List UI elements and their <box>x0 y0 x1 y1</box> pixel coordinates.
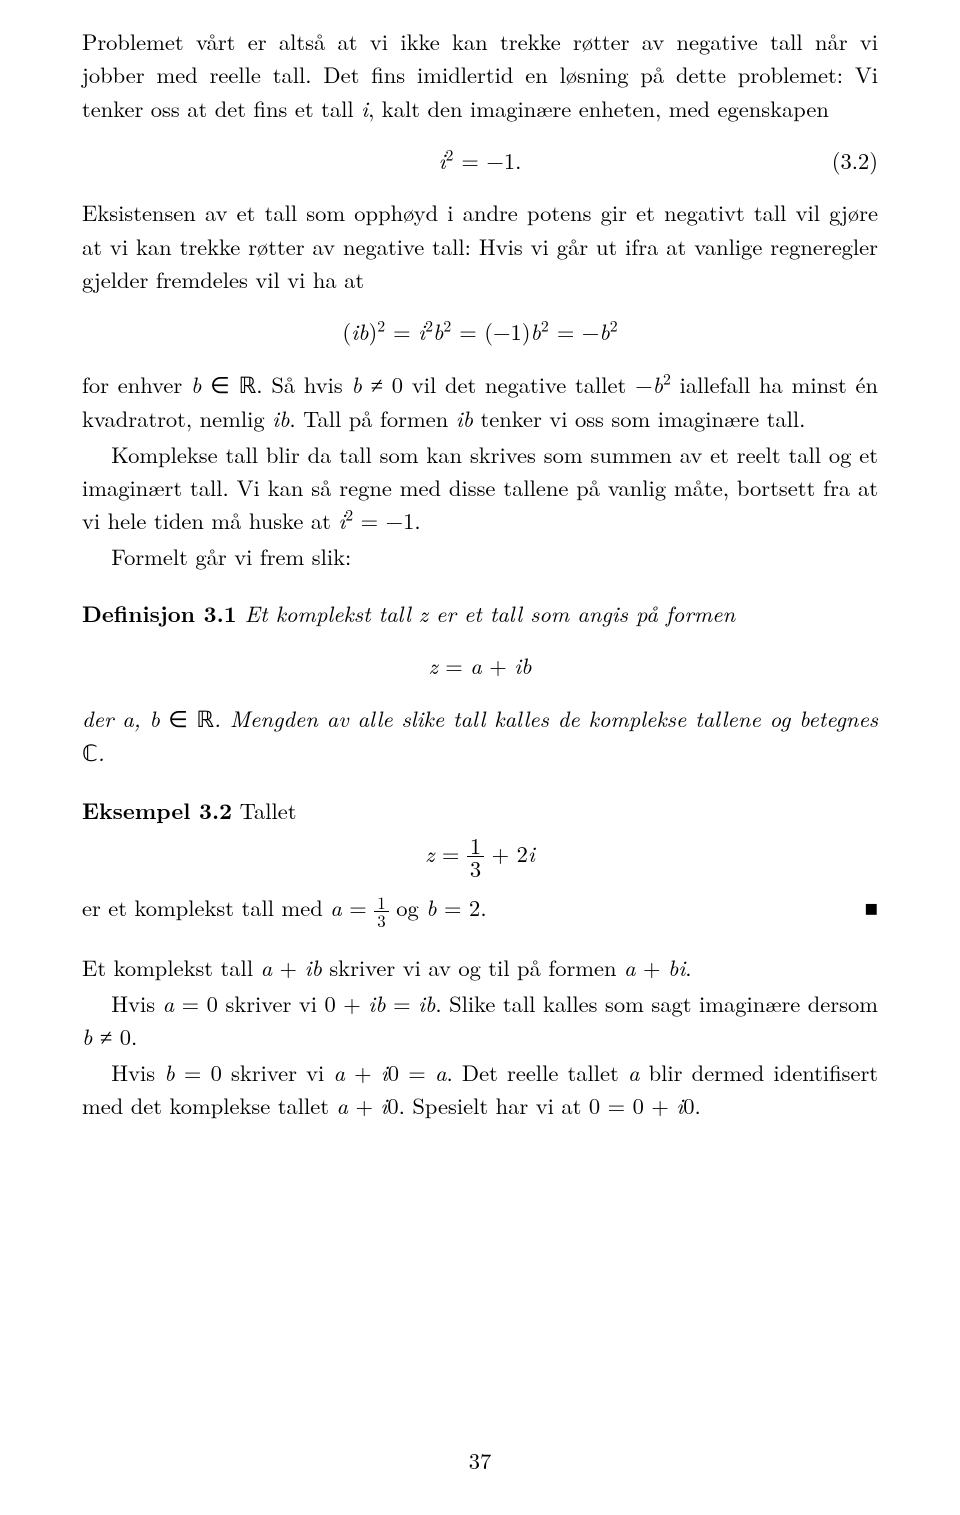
text: er et komplekst tall med <box>82 891 330 923</box>
text: for enhver <box>82 368 191 400</box>
math: ib <box>456 402 473 434</box>
set-C: ℂ <box>82 741 98 766</box>
math: a <box>261 951 273 983</box>
text: . Så hvis <box>256 368 351 400</box>
page-number: 37 <box>0 1444 960 1477</box>
paragraph-eksistensen: Eksistensen av et tall som opphøyd i and… <box>82 196 878 296</box>
text: . Det reelle tallet <box>446 1056 628 1088</box>
math: b <box>352 368 362 400</box>
text: . <box>695 1089 701 1121</box>
equation-body: z = 13 + 2i <box>82 834 878 880</box>
text: . <box>131 1020 137 1052</box>
math: a, b <box>122 702 160 734</box>
equation-ib: (ib)2 = i2b2 = (−1)b2 = −b2 <box>82 315 878 348</box>
equation-3-2: i2 = −1. (3.2) <box>82 144 878 177</box>
text: Et komplekst tall <box>82 951 261 983</box>
equation-body: i2 = −1. <box>82 144 878 177</box>
math: b <box>653 368 663 400</box>
definition-cont: der a, b ∈ ℝ. Mengden av alle slike tall… <box>82 702 878 771</box>
definition-text: Et komplekst tall <box>237 597 419 629</box>
text: . <box>414 504 420 536</box>
definition-label: Definisjon 3.1 <box>82 597 237 629</box>
equation-body: z = a + ib <box>82 649 878 682</box>
math: b <box>191 368 201 400</box>
paragraph-for-enhver: for enhver b ∈ ℝ. Så hvis b ≠ 0 vil det … <box>82 368 878 436</box>
paragraph-a0: Hvis a = 0 skriver vi 0 + ib = ib. Slike… <box>82 987 878 1054</box>
text: vil det negative tallet <box>403 368 635 400</box>
denominator: 3 <box>374 911 388 929</box>
text: . Slike tall kalles som sagt imaginære d… <box>435 987 878 1019</box>
text: skriver vi <box>222 1056 334 1088</box>
definition-3-1: Definisjon 3.1 Et komplekst tall z er et… <box>82 597 878 630</box>
example-conclusion: er et komplekst tall med a = 13 og b = 2… <box>82 891 878 929</box>
math-z: z <box>419 597 428 629</box>
paragraph-intro: Problemet vårt er altså at vi ikke kan t… <box>82 25 878 125</box>
equation-number: (3.2) <box>832 144 878 177</box>
fraction: 13 <box>374 894 388 929</box>
text: Hvis <box>111 987 162 1019</box>
text: . <box>98 736 105 768</box>
text: Hvis <box>111 1056 164 1088</box>
paragraph-komplekse: Komplekse tall blir da tall som kan skri… <box>82 438 878 538</box>
definition-text: er et tall som angis på formen <box>428 597 735 629</box>
text: . <box>480 891 486 923</box>
equation-body: (ib)2 = i2b2 = (−1)b2 = −b2 <box>82 315 878 348</box>
fraction: 13 <box>467 834 484 880</box>
equation-zaib: z = a + ib <box>82 649 878 682</box>
denominator: 3 <box>467 856 484 880</box>
text: skriver vi av og til på formen <box>322 951 624 983</box>
example-label: Eksempel 3.2 <box>82 794 232 826</box>
text: . Tall på formen <box>289 402 455 434</box>
text: og <box>389 891 427 923</box>
equation-z-third: z = 13 + 2i <box>82 834 878 880</box>
math: a <box>628 1056 640 1088</box>
text: . <box>685 951 691 983</box>
paragraph-aib-abi: Et komplekst tall a + ib skriver vi av o… <box>82 951 878 984</box>
text: . Spesielt har vi at <box>399 1089 589 1121</box>
text: tenker vi oss som imaginære tall. <box>473 402 805 434</box>
text: = −1 <box>353 504 414 536</box>
text: , kalt den imaginære enheten, med egensk… <box>368 92 829 124</box>
paragraph-formelt: Formelt går vi frem slik: <box>82 540 878 573</box>
text: Komplekse tall blir da tall som kan skri… <box>82 438 878 537</box>
text: skriver vi <box>218 987 325 1019</box>
text: . Mengden av alle slike tall kalles de k… <box>214 702 878 734</box>
math: ib <box>272 402 289 434</box>
example-3-2: Eksempel 3.2 Tallet <box>82 794 878 827</box>
paragraph-b0: Hvis b = 0 skriver vi a + i0 = a. Det re… <box>82 1056 878 1123</box>
example-text: Tallet <box>232 794 296 826</box>
text: der <box>82 702 122 734</box>
math: a <box>624 951 636 983</box>
qed-icon: ■ <box>864 891 878 924</box>
